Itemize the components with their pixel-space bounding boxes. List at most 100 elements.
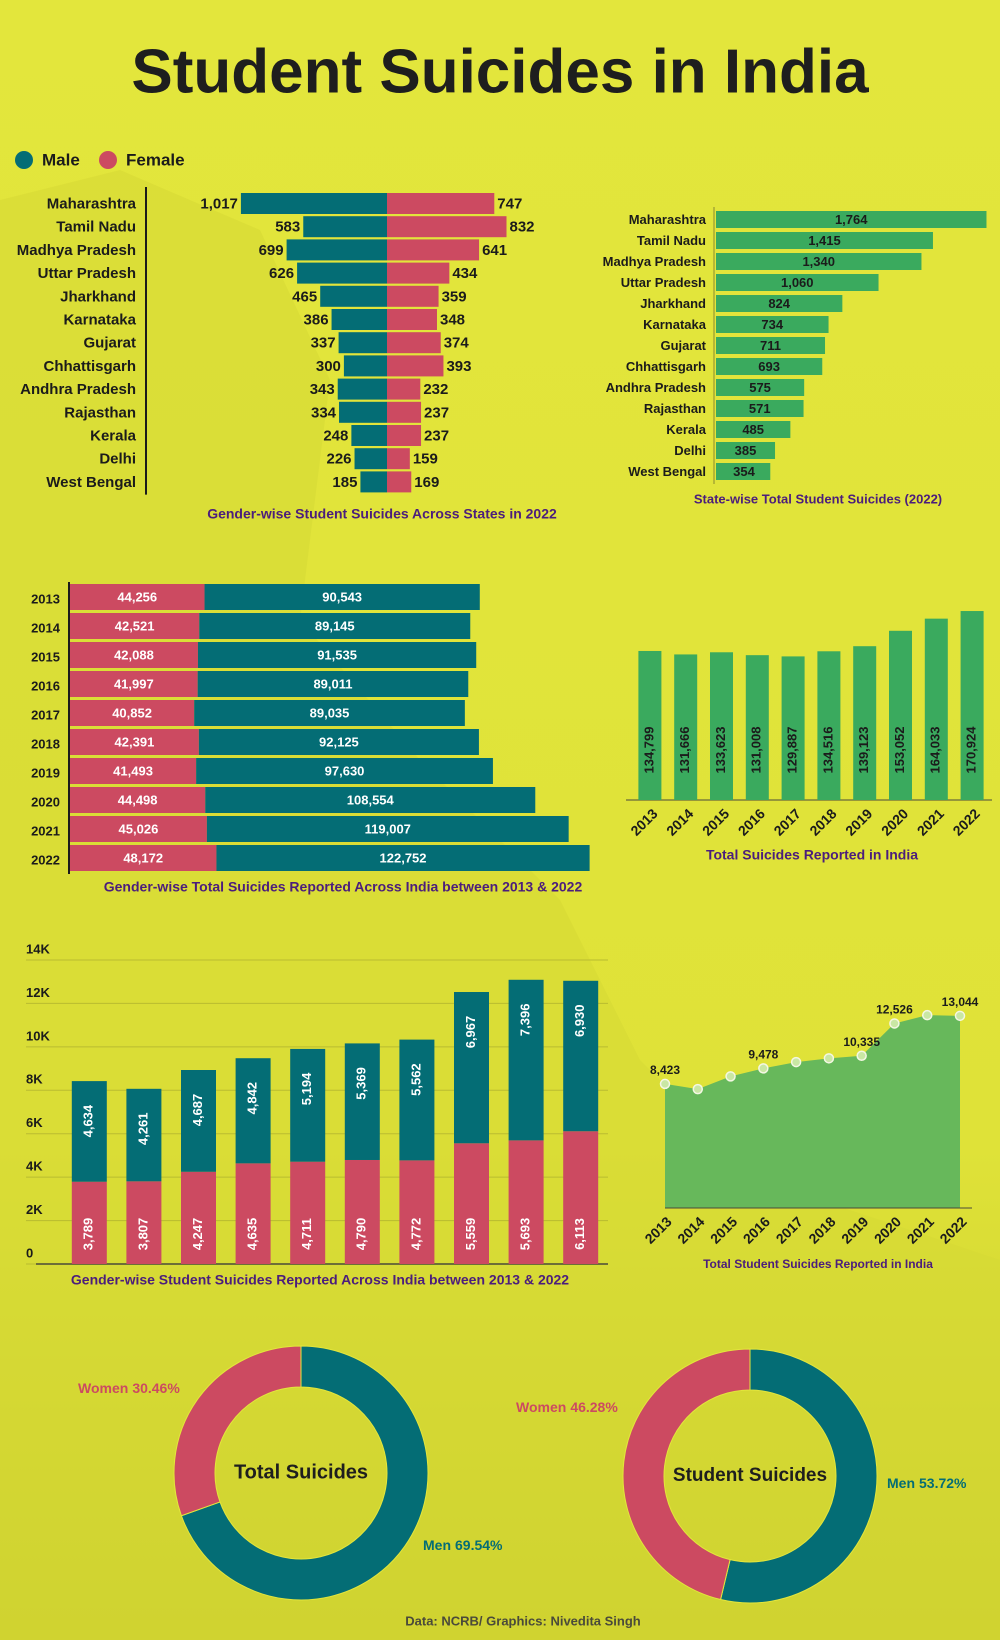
bar-segment bbox=[70, 787, 206, 813]
value-label: 334 bbox=[311, 404, 337, 421]
value-label: 5,693 bbox=[518, 1218, 533, 1251]
bar bbox=[716, 232, 933, 249]
y-tick-label: 8K bbox=[26, 1072, 43, 1087]
category-label: Andhra Pradesh bbox=[606, 380, 706, 395]
y-tick-label: 12K bbox=[26, 985, 50, 1000]
value-label: 134,799 bbox=[641, 727, 656, 774]
bar-female bbox=[387, 285, 439, 307]
category-label: Gujarat bbox=[83, 335, 136, 352]
value-label: 575 bbox=[749, 380, 771, 395]
category-label: 2015 bbox=[31, 649, 60, 664]
value-label: 89,011 bbox=[313, 676, 352, 691]
value-label: 159 bbox=[413, 451, 438, 468]
slice-value: 30.46% bbox=[132, 1380, 180, 1396]
y-tick-label: 4K bbox=[26, 1159, 43, 1174]
value-label: 185 bbox=[332, 474, 357, 491]
value-label: 42,521 bbox=[115, 618, 155, 633]
category-label: Gujarat bbox=[660, 338, 706, 353]
bar bbox=[745, 655, 769, 800]
value-label: 734 bbox=[761, 317, 783, 332]
category-label: Jharkhand bbox=[640, 296, 706, 311]
bar-male bbox=[354, 448, 387, 470]
bar bbox=[716, 358, 823, 375]
value-label: 4,790 bbox=[354, 1218, 369, 1251]
bar bbox=[716, 400, 804, 417]
point bbox=[954, 1010, 966, 1022]
bar-segment bbox=[181, 1070, 216, 1172]
bar-segment bbox=[235, 1163, 271, 1264]
bar-female bbox=[387, 193, 495, 214]
value-label: 300 bbox=[316, 358, 341, 375]
point bbox=[790, 1056, 802, 1068]
category-label: 2014 bbox=[31, 620, 61, 635]
bar-male bbox=[297, 262, 387, 284]
value-label: 97,630 bbox=[325, 763, 365, 778]
category-label: 2013 bbox=[31, 591, 60, 606]
bar-segment bbox=[126, 1088, 162, 1182]
category-label: Madhya Pradesh bbox=[17, 242, 136, 259]
value-label: 13,044 bbox=[942, 995, 979, 1009]
bar-segment bbox=[70, 758, 197, 784]
value-label: 485 bbox=[742, 422, 764, 437]
bar-segment bbox=[181, 1171, 216, 1264]
chart-title: Total Student Suicides Reported in India bbox=[703, 1257, 933, 1271]
value-label: 348 bbox=[440, 311, 465, 328]
value-label: 3,789 bbox=[81, 1218, 96, 1251]
bar-female bbox=[387, 332, 441, 354]
point bbox=[692, 1083, 704, 1095]
y-tick-label: 6K bbox=[26, 1115, 43, 1130]
category-label: 2017 bbox=[31, 707, 60, 722]
value-label: 134,516 bbox=[820, 727, 835, 774]
legend-label: Male bbox=[42, 150, 80, 169]
value-label: 170,924 bbox=[964, 726, 979, 774]
value-label: 1,415 bbox=[808, 233, 841, 248]
donut-segment bbox=[180, 1345, 429, 1601]
bar-segment bbox=[290, 1161, 326, 1264]
value-label: 6,967 bbox=[463, 1016, 478, 1049]
value-label: 89,145 bbox=[315, 618, 355, 633]
category-label: Tamil Nadu bbox=[637, 233, 706, 248]
bar bbox=[781, 656, 805, 800]
bar-female bbox=[387, 378, 421, 400]
value-label: 5,194 bbox=[299, 1072, 314, 1105]
bar-male bbox=[351, 425, 387, 446]
bar-male bbox=[331, 309, 387, 330]
value-label: 1,764 bbox=[835, 212, 868, 227]
value-label: 3,807 bbox=[135, 1218, 150, 1251]
chart-title: State-wise Total Student Suicides (2022) bbox=[694, 491, 942, 506]
bar-segment bbox=[344, 1043, 380, 1160]
slice-label: Women 46.28% bbox=[516, 1399, 618, 1415]
value-label: 359 bbox=[442, 288, 467, 305]
donut-title: Student Suicides bbox=[673, 1465, 827, 1486]
category-label: Maharashtra bbox=[47, 195, 137, 212]
value-label: 237 bbox=[424, 404, 449, 421]
value-label: 6,113 bbox=[572, 1218, 587, 1250]
value-label: 5,559 bbox=[463, 1218, 478, 1251]
value-label: 4,261 bbox=[135, 1113, 150, 1146]
value-label: 119,007 bbox=[365, 821, 411, 836]
bar-segment bbox=[290, 1048, 326, 1162]
bar-segment bbox=[70, 671, 198, 697]
slice-label: Women 30.46% bbox=[78, 1380, 180, 1396]
category-label: Kerala bbox=[666, 422, 707, 437]
value-label: 48,172 bbox=[123, 850, 163, 865]
bar bbox=[960, 611, 984, 800]
bar-segment bbox=[199, 613, 471, 639]
value-label: 1,060 bbox=[781, 275, 814, 290]
slice-value: 53.72% bbox=[919, 1475, 967, 1491]
value-label: 1,017 bbox=[200, 195, 238, 212]
bar-segment bbox=[508, 979, 544, 1141]
point bbox=[889, 1018, 900, 1029]
category-label: Chhattisgarh bbox=[43, 358, 136, 375]
bar-segment bbox=[197, 671, 469, 697]
legend-label: Female bbox=[126, 150, 185, 169]
category-label: Maharashtra bbox=[629, 212, 707, 227]
bar-segment bbox=[196, 758, 493, 784]
value-label: 641 bbox=[482, 242, 507, 259]
category-label: Andhra Pradesh bbox=[20, 381, 136, 398]
category-label: 2020 bbox=[31, 794, 60, 809]
donut-segment bbox=[173, 1345, 302, 1517]
value-label: 374 bbox=[444, 335, 470, 352]
bar-male bbox=[338, 332, 387, 354]
source: Data: NCRB/ Graphics: Nivedita Singh bbox=[405, 1613, 641, 1628]
